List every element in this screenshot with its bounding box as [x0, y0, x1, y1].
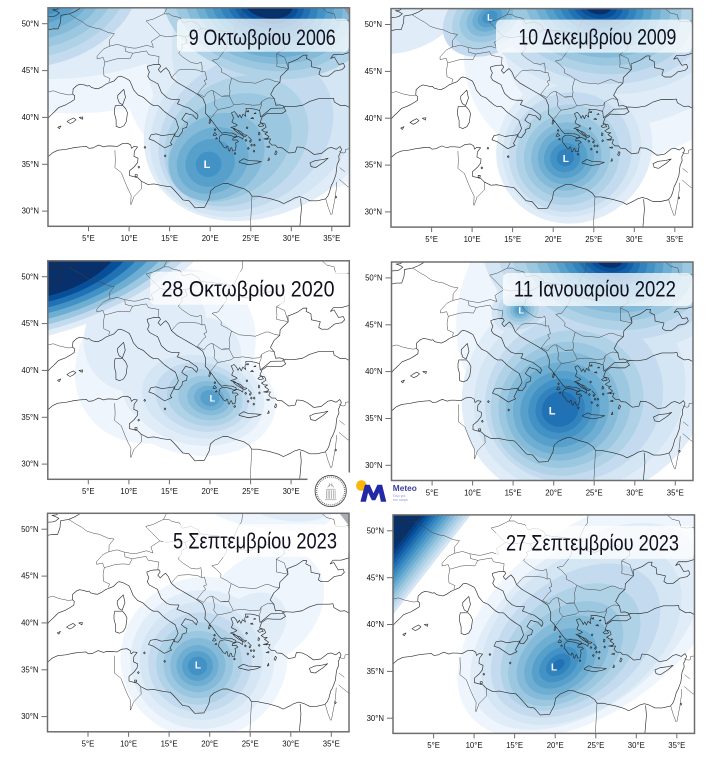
svg-text:50°N: 50°N: [21, 272, 38, 281]
svg-text:30°N: 30°N: [21, 712, 38, 721]
svg-text:30°N: 30°N: [365, 208, 382, 217]
svg-text:25°E: 25°E: [242, 740, 259, 749]
svg-text:10°E: 10°E: [121, 234, 138, 243]
svg-text:10°E: 10°E: [464, 235, 481, 244]
svg-text:30°N: 30°N: [21, 460, 38, 469]
svg-text:L: L: [195, 661, 201, 672]
svg-text:30°E: 30°E: [282, 740, 299, 749]
svg-text:30°E: 30°E: [283, 487, 300, 496]
svg-text:L: L: [551, 662, 557, 673]
svg-text:30°E: 30°E: [626, 488, 643, 497]
svg-text:45°N: 45°N: [21, 572, 38, 581]
svg-text:25°E: 25°E: [587, 741, 604, 750]
svg-text:10 Δεκεμβρίου 2009: 10 Δεκεμβρίου 2009: [518, 25, 676, 50]
svg-text:15°E: 15°E: [161, 487, 178, 496]
svg-text:35°N: 35°N: [367, 667, 384, 676]
svg-text:5 Σεπτεμβρίου 2023: 5 Σεπτεμβρίου 2023: [173, 529, 337, 554]
svg-text:10°E: 10°E: [120, 487, 137, 496]
svg-text:11 Ιανουαρίου 2022: 11 Ιανουαρίου 2022: [514, 276, 676, 301]
svg-text:50°N: 50°N: [22, 19, 39, 28]
svg-text:35°N: 35°N: [22, 160, 39, 169]
svg-text:35°E: 35°E: [666, 235, 683, 244]
svg-text:L: L: [487, 13, 493, 23]
svg-text:25°E: 25°E: [586, 488, 603, 497]
svg-text:30°E: 30°E: [626, 235, 643, 244]
svg-text:40°N: 40°N: [22, 113, 39, 122]
svg-text:50°N: 50°N: [367, 526, 384, 535]
svg-text:35°E: 35°E: [323, 740, 340, 749]
svg-text:40°N: 40°N: [21, 619, 38, 628]
svg-text:5°E: 5°E: [82, 740, 95, 749]
svg-text:10°E: 10°E: [464, 488, 481, 497]
svg-text:20°E: 20°E: [201, 740, 218, 749]
svg-text:20°E: 20°E: [545, 235, 562, 244]
svg-text:10°E: 10°E: [120, 740, 137, 749]
svg-text:25°E: 25°E: [585, 235, 602, 244]
svg-text:L: L: [204, 159, 211, 171]
svg-text:Όλα για: Όλα για: [392, 494, 405, 498]
svg-text:45°N: 45°N: [21, 319, 38, 328]
svg-text:30°E: 30°E: [283, 234, 300, 243]
svg-text:15°E: 15°E: [505, 488, 522, 497]
svg-text:50°N: 50°N: [365, 274, 382, 283]
svg-text:30°N: 30°N: [22, 207, 39, 216]
svg-text:35°N: 35°N: [21, 665, 38, 674]
svg-text:45°N: 45°N: [365, 320, 382, 329]
svg-text:L: L: [519, 306, 525, 316]
svg-text:L: L: [563, 154, 569, 165]
svg-text:27 Σεπτεμβρίου 2023: 27 Σεπτεμβρίου 2023: [506, 531, 679, 556]
svg-text:50°N: 50°N: [21, 525, 38, 534]
svg-text:45°N: 45°N: [367, 573, 384, 582]
svg-text:15°E: 15°E: [506, 741, 523, 750]
svg-text:30°N: 30°N: [367, 714, 384, 723]
svg-text:20°E: 20°E: [547, 741, 564, 750]
svg-text:40°N: 40°N: [365, 114, 382, 123]
svg-text:25°E: 25°E: [242, 234, 259, 243]
svg-text:40°N: 40°N: [365, 367, 382, 376]
svg-text:20°E: 20°E: [202, 234, 219, 243]
svg-text:20°E: 20°E: [545, 488, 562, 497]
svg-text:35°N: 35°N: [21, 413, 38, 422]
svg-text:L: L: [549, 406, 556, 418]
svg-text:45°N: 45°N: [365, 67, 382, 76]
svg-text:Meteo: Meteo: [393, 483, 417, 493]
svg-text:35°N: 35°N: [365, 414, 382, 423]
svg-text:5°E: 5°E: [426, 488, 439, 497]
svg-text:L: L: [210, 393, 216, 403]
svg-text:40°N: 40°N: [367, 620, 384, 629]
svg-text:20°E: 20°E: [202, 487, 219, 496]
svg-text:30°E: 30°E: [628, 741, 645, 750]
svg-text:25°E: 25°E: [242, 487, 259, 496]
svg-text:35°N: 35°N: [365, 161, 382, 170]
svg-text:30°N: 30°N: [365, 461, 382, 470]
svg-text:40°N: 40°N: [21, 366, 38, 375]
svg-text:50°N: 50°N: [365, 20, 382, 29]
svg-text:5°E: 5°E: [427, 741, 440, 750]
svg-text:35°E: 35°E: [323, 234, 340, 243]
svg-text:9 Οκτωβρίου 2006: 9 Οκτωβρίου 2006: [189, 25, 336, 50]
svg-text:15°E: 15°E: [161, 740, 178, 749]
svg-text:15°E: 15°E: [161, 234, 178, 243]
svg-text:28 Οκτωβρίου 2020: 28 Οκτωβρίου 2020: [162, 277, 335, 302]
svg-text:35°E: 35°E: [667, 488, 684, 497]
svg-text:5°E: 5°E: [425, 235, 438, 244]
svg-text:5°E: 5°E: [82, 487, 95, 496]
svg-text:35°E: 35°E: [668, 741, 685, 750]
svg-text:45°N: 45°N: [22, 66, 39, 75]
svg-text:15°E: 15°E: [504, 235, 521, 244]
svg-text:τον καιρό: τον καιρό: [393, 498, 408, 502]
svg-text:10°E: 10°E: [466, 741, 483, 750]
svg-text:5°E: 5°E: [82, 234, 95, 243]
